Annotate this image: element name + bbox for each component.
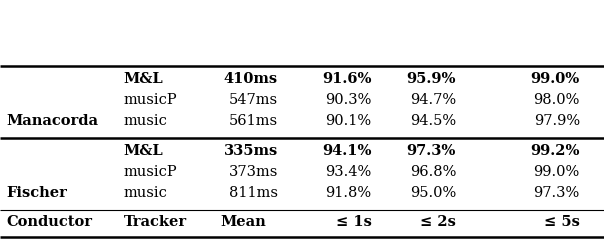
Text: Fischer: Fischer (6, 186, 67, 200)
Text: 95.9%: 95.9% (406, 72, 456, 86)
Text: 97.3%: 97.3% (406, 144, 456, 158)
Text: Conductor: Conductor (6, 215, 92, 229)
Text: ≤ 1s: ≤ 1s (336, 215, 371, 229)
Text: musicP: musicP (124, 93, 178, 107)
Text: music: music (124, 114, 168, 128)
Text: 99.2%: 99.2% (530, 144, 580, 158)
Text: 410ms: 410ms (223, 72, 278, 86)
Text: 91.6%: 91.6% (322, 72, 371, 86)
Text: 99.0%: 99.0% (533, 165, 580, 179)
Text: 99.0%: 99.0% (530, 72, 580, 86)
Text: Manacorda: Manacorda (6, 114, 98, 128)
Text: 94.1%: 94.1% (322, 144, 371, 158)
Text: 561ms: 561ms (229, 114, 278, 128)
Text: ≤ 2s: ≤ 2s (420, 215, 456, 229)
Text: 335ms: 335ms (223, 144, 278, 158)
Text: 373ms: 373ms (228, 165, 278, 179)
Text: 94.7%: 94.7% (410, 93, 456, 107)
Text: M&L: M&L (124, 72, 164, 86)
Text: 90.1%: 90.1% (326, 114, 371, 128)
Text: 91.8%: 91.8% (326, 186, 371, 200)
Text: 547ms: 547ms (229, 93, 278, 107)
Text: 93.4%: 93.4% (325, 165, 371, 179)
Text: Mean: Mean (220, 215, 266, 229)
Text: M&L: M&L (124, 144, 164, 158)
Text: 97.3%: 97.3% (533, 186, 580, 200)
Text: 90.3%: 90.3% (325, 93, 371, 107)
Text: 95.0%: 95.0% (410, 186, 456, 200)
Text: 94.5%: 94.5% (410, 114, 456, 128)
Text: music: music (124, 186, 168, 200)
Text: musicP: musicP (124, 165, 178, 179)
Text: ≤ 5s: ≤ 5s (544, 215, 580, 229)
Text: 97.9%: 97.9% (534, 114, 580, 128)
Text: 98.0%: 98.0% (533, 93, 580, 107)
Text: 811ms: 811ms (229, 186, 278, 200)
Text: 96.8%: 96.8% (410, 165, 456, 179)
Text: Tracker: Tracker (124, 215, 187, 229)
